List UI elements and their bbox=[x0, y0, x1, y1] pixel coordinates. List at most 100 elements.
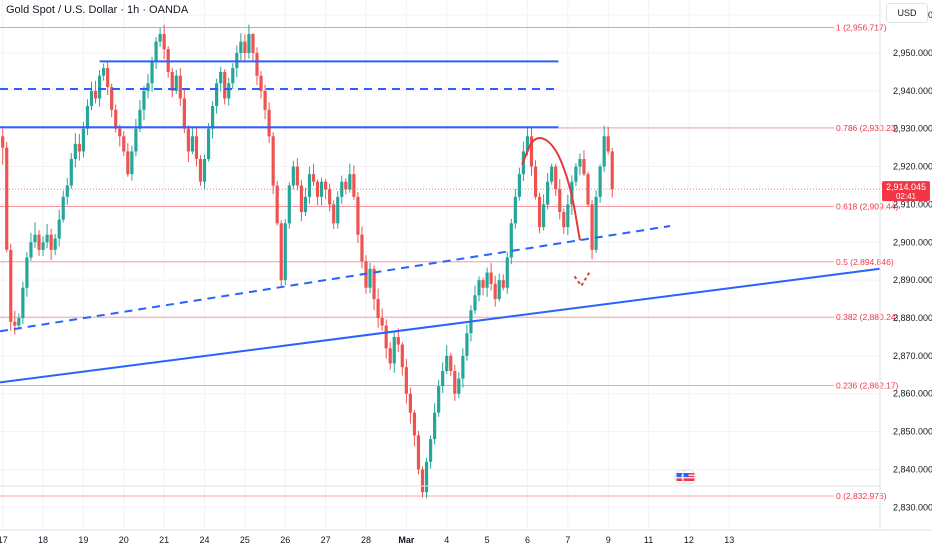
dashed-trend-line bbox=[0, 225, 671, 333]
candle-body bbox=[574, 166, 578, 182]
candle-body bbox=[57, 219, 61, 239]
time-axis[interactable]: 17 18 19 20 21 24 25 26 27 28 Mar 4 5 6 7 9 11 12 13 bbox=[0, 535, 734, 545]
candle-body bbox=[384, 325, 388, 349]
candle-body bbox=[37, 234, 41, 250]
candle-body bbox=[537, 196, 542, 228]
time-tick-label: 17 bbox=[0, 535, 8, 545]
price-tick-label: 2,890.000 bbox=[893, 275, 932, 285]
candle-body bbox=[41, 242, 45, 250]
solid-trend-line bbox=[0, 267, 881, 384]
candle-body bbox=[525, 136, 530, 152]
us-flag-event-icon[interactable] bbox=[681, 469, 697, 485]
candle-body bbox=[473, 295, 477, 311]
candle-body bbox=[122, 136, 126, 152]
candle-body bbox=[61, 196, 65, 220]
time-tick-label: 21 bbox=[159, 535, 169, 545]
candle-body bbox=[408, 393, 412, 413]
candle-body bbox=[332, 204, 336, 224]
candle-body bbox=[279, 223, 283, 281]
candle-body bbox=[348, 174, 352, 190]
candle-body bbox=[227, 83, 231, 99]
candle-body bbox=[138, 109, 142, 129]
candle-body bbox=[299, 185, 304, 212]
candle-body bbox=[461, 355, 465, 379]
candle-body bbox=[594, 196, 598, 250]
candle-body bbox=[210, 106, 215, 129]
candle-body bbox=[388, 348, 392, 364]
price-tick-label: 2,880.000 bbox=[893, 313, 932, 323]
candle-body bbox=[360, 234, 364, 262]
time-tick-label: 28 bbox=[361, 535, 371, 545]
time-tick-label: 25 bbox=[240, 535, 250, 545]
currency-button[interactable]: USD bbox=[886, 3, 928, 23]
candle-body bbox=[13, 321, 17, 326]
candle-body bbox=[146, 83, 150, 91]
candle-body bbox=[340, 181, 344, 197]
candle-body bbox=[198, 159, 203, 182]
time-tick-label: 19 bbox=[78, 535, 88, 545]
candle-body bbox=[420, 469, 425, 493]
candle-body bbox=[243, 41, 247, 53]
candle-body bbox=[186, 128, 190, 152]
candle-body bbox=[558, 189, 562, 212]
candle-body bbox=[392, 336, 396, 364]
projection-arrow bbox=[521, 137, 591, 288]
candle-body bbox=[497, 280, 501, 300]
fib-level-label: 1 (2,956.717) bbox=[836, 23, 887, 33]
candle-body bbox=[97, 75, 102, 99]
candle-body bbox=[505, 257, 509, 288]
candle-body bbox=[251, 34, 255, 53]
candle-body bbox=[45, 234, 49, 243]
candle-body bbox=[182, 98, 186, 129]
candle-body bbox=[255, 53, 259, 76]
candle-body bbox=[501, 280, 505, 288]
price-tick-label: 2,870.000 bbox=[893, 351, 932, 361]
candle-body bbox=[344, 181, 348, 190]
candle-body bbox=[178, 75, 182, 99]
candle-body bbox=[89, 90, 94, 106]
time-tick-label: 9 bbox=[606, 535, 611, 545]
candle-body bbox=[287, 185, 291, 224]
time-tick-label: 5 bbox=[485, 535, 490, 545]
candle-body bbox=[271, 136, 275, 186]
chart-grid bbox=[0, 0, 880, 530]
candle-body bbox=[428, 439, 433, 462]
candle-body bbox=[130, 151, 134, 175]
candle-body bbox=[465, 333, 469, 356]
time-tick-label: 7 bbox=[565, 535, 570, 545]
time-tick-label: 20 bbox=[119, 535, 129, 545]
candle-body bbox=[5, 147, 9, 250]
candle-body bbox=[481, 280, 485, 288]
price-tick-label: 2,930.000 bbox=[893, 124, 932, 134]
candle-body bbox=[9, 249, 13, 322]
time-tick-label: 27 bbox=[321, 535, 331, 545]
fib-level-label: 0.382 (2,880.24) bbox=[836, 312, 899, 322]
candle-body bbox=[1, 136, 5, 148]
candle-body bbox=[372, 268, 376, 300]
candle-body bbox=[550, 166, 554, 182]
candle-body bbox=[433, 412, 437, 440]
candle-body bbox=[602, 136, 606, 167]
candle-body bbox=[529, 136, 534, 167]
candle-body bbox=[328, 189, 332, 205]
time-tick-label: 24 bbox=[200, 535, 210, 545]
candle-body bbox=[275, 185, 279, 224]
candle-body bbox=[416, 435, 421, 470]
price-tick-label: 2,840.000 bbox=[893, 464, 932, 474]
time-tick-label: 6 bbox=[525, 535, 530, 545]
candle-body bbox=[170, 71, 174, 91]
candle-body bbox=[158, 34, 162, 42]
time-tick-label: 11 bbox=[644, 535, 653, 545]
candle-body bbox=[81, 128, 86, 152]
fib-level-label: 0.618 (2,909.44) bbox=[836, 202, 899, 212]
candle-body bbox=[554, 166, 558, 190]
candle-body bbox=[162, 34, 166, 50]
candle-body bbox=[85, 106, 90, 129]
price-tick-label: 2,950.000 bbox=[893, 48, 932, 58]
symbol-title[interactable]: Gold Spot / U.S. Dollar · 1h · OANDA bbox=[6, 4, 189, 16]
candle-body bbox=[400, 344, 404, 368]
candle-body bbox=[449, 355, 453, 371]
candle-body bbox=[566, 204, 570, 228]
